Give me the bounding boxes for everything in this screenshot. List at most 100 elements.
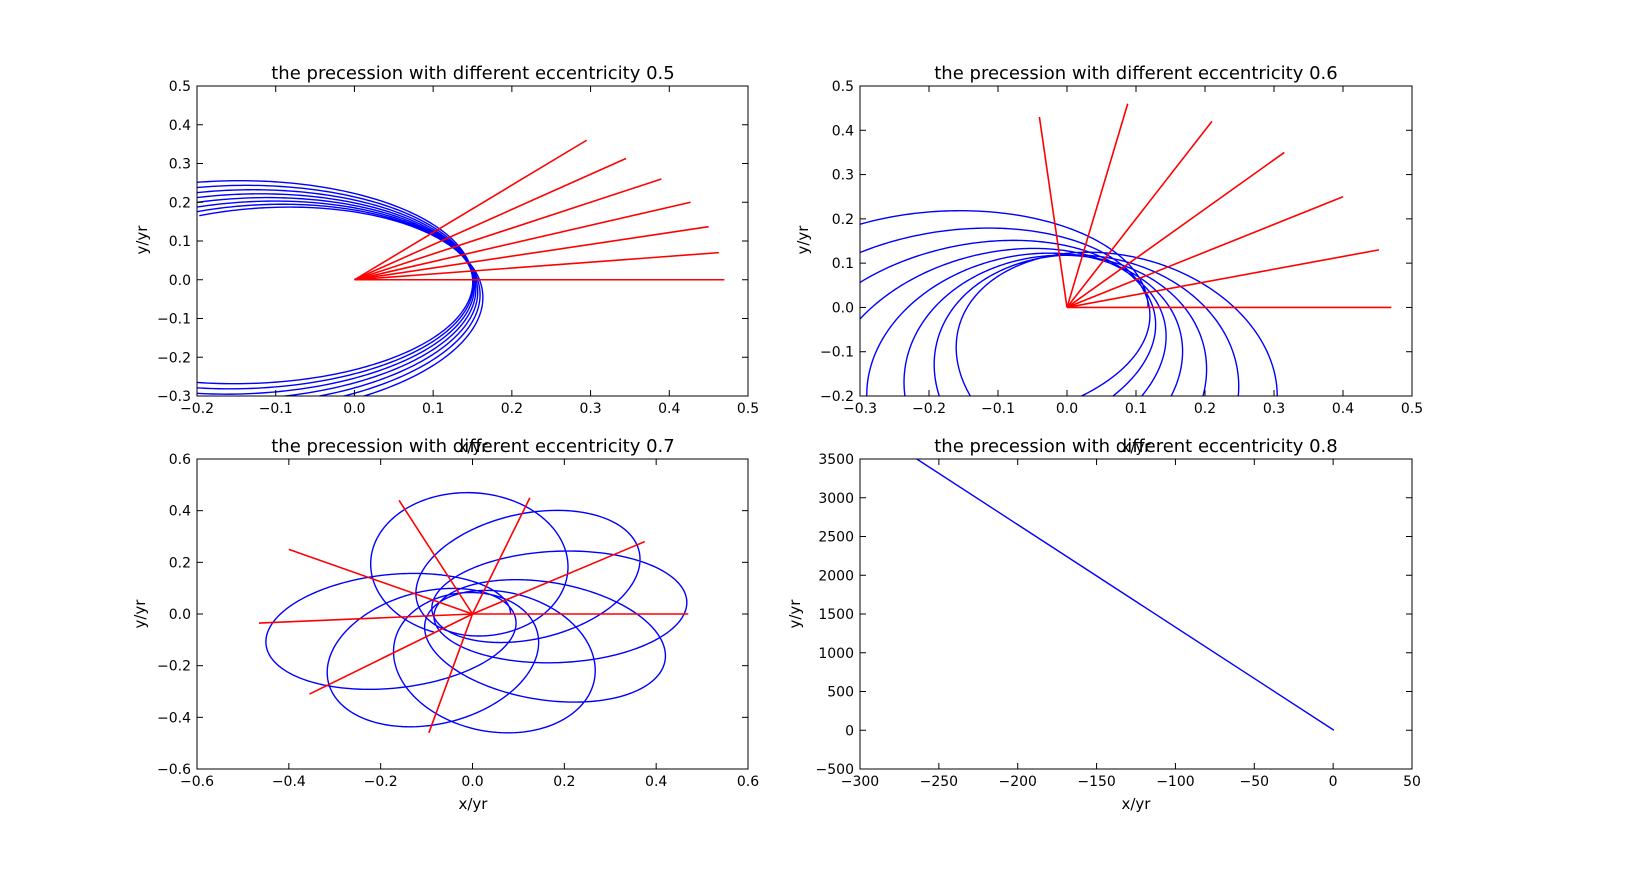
apsis-line-1 bbox=[472, 540, 645, 615]
apsis-line-1 bbox=[1066, 249, 1380, 309]
y-tick-label: −0.3 bbox=[157, 389, 191, 405]
y-tick-label: −0.1 bbox=[820, 345, 854, 361]
y-tick-label: 0.0 bbox=[832, 300, 854, 316]
y-tick-label: 0.0 bbox=[169, 607, 191, 623]
y-tick-label: −0.1 bbox=[157, 312, 191, 328]
x-tick-label: 0.3 bbox=[1263, 401, 1285, 417]
apsis-line-2 bbox=[354, 225, 709, 281]
subplot-eccentricity-0-7: the precession with different eccentrici… bbox=[131, 436, 759, 813]
subplot-title: the precession with different eccentrici… bbox=[934, 436, 1337, 457]
y-tick-label: 0.4 bbox=[169, 504, 191, 520]
orbit-series bbox=[860, 209, 1278, 396]
y-tick-label: 500 bbox=[827, 685, 854, 701]
y-axis-label: y/yr bbox=[131, 599, 149, 629]
y-tick-label: 2000 bbox=[818, 568, 854, 584]
y-tick-label: −0.2 bbox=[157, 350, 191, 366]
x-tick-label: 0.0 bbox=[461, 774, 483, 790]
apsis-line-6 bbox=[1038, 116, 1068, 308]
y-tick-label: 0.6 bbox=[169, 452, 191, 468]
orbit-series bbox=[197, 179, 484, 396]
x-tick-label: 0.3 bbox=[579, 401, 601, 417]
x-axis-label: x/yr bbox=[459, 438, 489, 456]
y-tick-label: −0.4 bbox=[157, 710, 191, 726]
y-axis-label: y/yr bbox=[786, 599, 804, 629]
y-tick-label: 0.5 bbox=[832, 79, 854, 95]
y-tick-label: 0 bbox=[845, 723, 854, 739]
y-axis-label: y/yr bbox=[133, 225, 151, 255]
y-tick-label: −0.6 bbox=[157, 762, 191, 778]
x-tick-label: 0.1 bbox=[422, 401, 444, 417]
x-tick-label: 0.4 bbox=[1332, 401, 1354, 417]
apsis-line-3 bbox=[398, 499, 474, 615]
y-tick-label: 0.2 bbox=[832, 212, 854, 228]
orbit-series bbox=[265, 491, 688, 734]
x-tick-label: −250 bbox=[920, 774, 958, 790]
x-tick-label: −100 bbox=[1156, 774, 1194, 790]
apsis-line-5 bbox=[354, 157, 627, 281]
y-tick-label: 0.1 bbox=[169, 234, 191, 250]
x-tick-label: 0.2 bbox=[553, 774, 575, 790]
x-tick-label: −0.2 bbox=[912, 401, 946, 417]
y-tick-label: −0.2 bbox=[157, 659, 191, 675]
subplot-title: the precession with different eccentrici… bbox=[271, 436, 674, 457]
x-tick-label: −0.1 bbox=[259, 401, 293, 417]
apsis-line-2 bbox=[471, 497, 531, 615]
x-tick-label: 0.5 bbox=[1401, 401, 1423, 417]
y-tick-label: 0.3 bbox=[169, 157, 191, 173]
subplot-eccentricity-0-8: the precession with different eccentrici… bbox=[786, 436, 1421, 813]
apsis-line-4 bbox=[288, 548, 473, 615]
series-orbit bbox=[916, 459, 1335, 731]
y-tick-label: 0.3 bbox=[832, 168, 854, 184]
x-tick-label: −150 bbox=[1077, 774, 1115, 790]
apsis-line-2 bbox=[1066, 195, 1344, 309]
x-tick-label: 0.4 bbox=[658, 401, 680, 417]
apsis-line-1 bbox=[354, 251, 719, 281]
x-tick-label: 0.6 bbox=[737, 774, 759, 790]
x-tick-label: −0.2 bbox=[364, 774, 398, 790]
plot-area bbox=[197, 139, 725, 396]
apsis-line-4 bbox=[354, 178, 662, 281]
x-tick-label: −200 bbox=[998, 774, 1036, 790]
y-tick-label: 0.2 bbox=[169, 555, 191, 571]
plot-area bbox=[916, 459, 1335, 731]
x-tick-label: −0.1 bbox=[981, 401, 1015, 417]
y-tick-label: 0.0 bbox=[169, 273, 191, 289]
apsis-line-6 bbox=[309, 613, 473, 695]
apsis-line-7 bbox=[428, 613, 474, 734]
apsis-line-5 bbox=[1066, 103, 1129, 308]
y-tick-label: 0.1 bbox=[832, 256, 854, 272]
x-tick-label: 0.1 bbox=[1125, 401, 1147, 417]
x-tick-label: 0.2 bbox=[501, 401, 523, 417]
plot-area bbox=[258, 491, 689, 734]
x-tick-label: 0.4 bbox=[645, 774, 667, 790]
x-tick-label: 0.0 bbox=[343, 401, 365, 417]
x-tick-label: −0.6 bbox=[180, 774, 214, 790]
x-tick-label: 0.0 bbox=[1056, 401, 1078, 417]
y-tick-label: 3000 bbox=[818, 491, 854, 507]
y-tick-label: 3500 bbox=[818, 452, 854, 468]
subplot-title: the precession with different eccentrici… bbox=[271, 63, 674, 84]
subplot-eccentricity-0-6: the precession with different eccentrici… bbox=[794, 63, 1423, 456]
x-tick-label: −0.4 bbox=[272, 774, 306, 790]
x-axis-label: x/yr bbox=[1122, 795, 1152, 813]
y-axis-label: y/yr bbox=[794, 225, 812, 255]
x-tick-label: 50 bbox=[1403, 774, 1421, 790]
x-axis-label: x/yr bbox=[1122, 438, 1152, 456]
apsis-line-4 bbox=[1066, 120, 1213, 308]
y-tick-label: 1000 bbox=[818, 646, 854, 662]
apsis-line-3 bbox=[354, 201, 691, 281]
subplot-title: the precession with different eccentrici… bbox=[934, 63, 1337, 84]
x-tick-label: −50 bbox=[1240, 774, 1270, 790]
y-tick-label: 0.4 bbox=[169, 118, 191, 134]
x-axis-label: x/yr bbox=[459, 795, 489, 813]
y-tick-label: 0.4 bbox=[832, 123, 854, 139]
x-tick-label: 0.2 bbox=[1194, 401, 1216, 417]
x-tick-label: 0.5 bbox=[737, 401, 759, 417]
y-tick-label: 1500 bbox=[818, 607, 854, 623]
apsis-line-5 bbox=[258, 613, 473, 624]
plot-area bbox=[860, 103, 1392, 396]
y-tick-label: −0.2 bbox=[820, 389, 854, 405]
y-tick-label: 2500 bbox=[818, 530, 854, 546]
